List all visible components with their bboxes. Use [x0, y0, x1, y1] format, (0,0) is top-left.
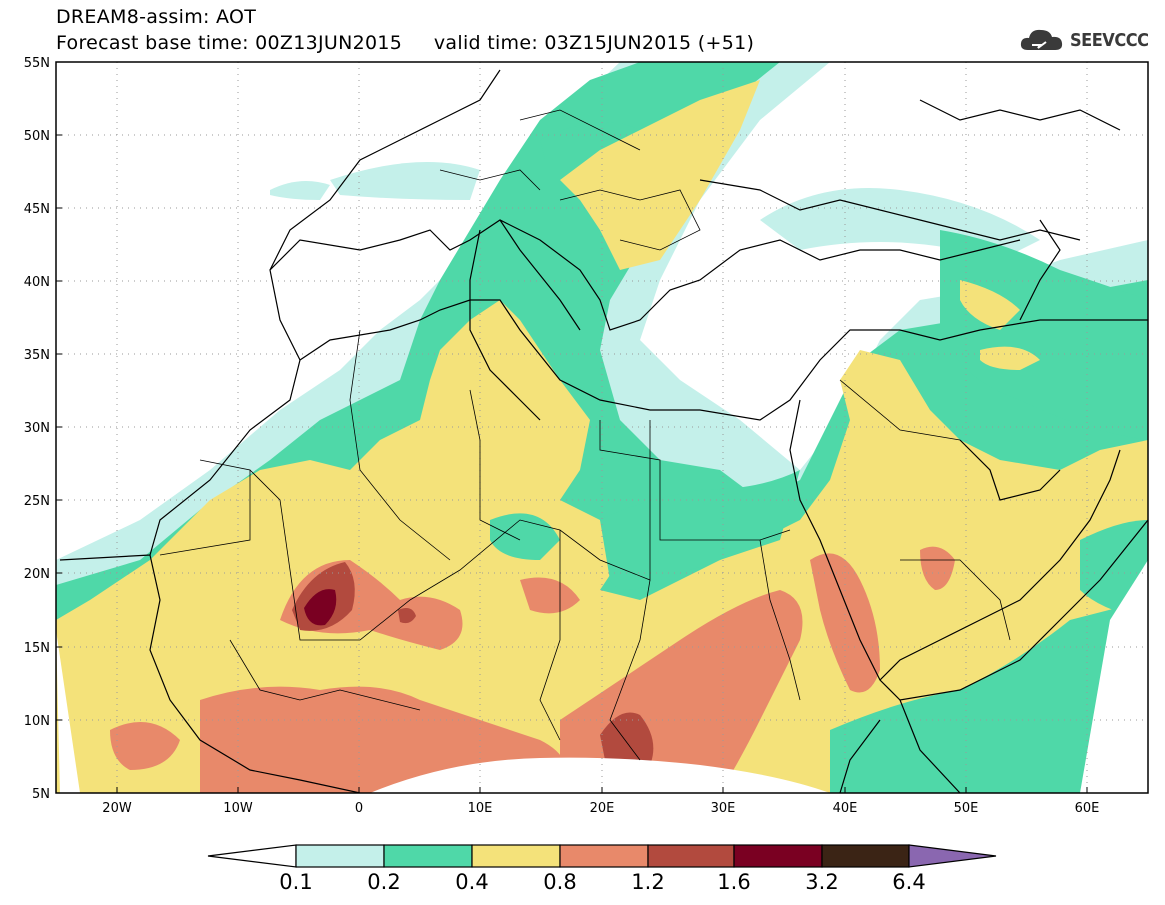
map-title: DREAM8-assim: AOT: [56, 6, 257, 28]
colorbar-label: 0.1: [279, 870, 313, 894]
lon-label: 60E: [1075, 801, 1100, 816]
lat-label: 55N: [24, 56, 50, 71]
lon-label: 10W: [223, 801, 253, 816]
lat-label: 5N: [32, 787, 50, 802]
lat-label: 50N: [24, 129, 50, 144]
lon-label: 50E: [954, 801, 979, 816]
lat-label: 15N: [24, 641, 50, 656]
lat-label: 30N: [24, 421, 50, 436]
colorbar-label: 1.6: [717, 870, 751, 894]
aot-band-1.6: [304, 589, 337, 626]
aot-field: [56, 62, 1148, 793]
colorbar-swatch: [295, 844, 385, 868]
lon-label: 40E: [833, 801, 858, 816]
forecast-times: Forecast base time: 00Z13JUN2015 valid t…: [56, 32, 755, 54]
coastlines: [59, 69, 1148, 793]
colorbar-label: 6.4: [892, 870, 926, 894]
lon-label: 30E: [711, 801, 736, 816]
latitude-labels: 5N 10N 15N 20N 25N 30N 35N 40N 45N 50N 5…: [24, 56, 50, 802]
cloud-logo-icon: [1020, 29, 1063, 50]
lat-label: 25N: [24, 494, 50, 509]
colorbar-swatch: [471, 844, 561, 868]
lon-label: 20E: [590, 801, 615, 816]
country-borders: [159, 109, 1011, 761]
colorbar-over-arrow: [908, 844, 997, 868]
lon-label: 10E: [468, 801, 493, 816]
colorbar-swatch: [559, 844, 649, 868]
colorbar-label: 1.2: [631, 870, 665, 894]
colorbar-label: 0.2: [367, 870, 401, 894]
lon-label: 0: [355, 801, 363, 816]
colorbar-swatch: [383, 844, 473, 868]
lat-label: 10N: [24, 714, 50, 729]
lat-label: 40N: [24, 275, 50, 290]
brand-logo: SEEVCCC: [1018, 26, 1149, 54]
lat-label: 35N: [24, 348, 50, 363]
brand-name: SEEVCCC: [1070, 29, 1149, 51]
lon-label: 20W: [102, 801, 132, 816]
colorbar-label: 0.8: [543, 870, 577, 894]
colorbar-label: 0.4: [455, 870, 489, 894]
colorbar-under-arrow: [207, 844, 297, 868]
colorbar-swatch: [647, 844, 735, 868]
lat-label: 20N: [24, 567, 50, 582]
colorbar: [207, 844, 997, 868]
colorbar-label: 3.2: [805, 870, 839, 894]
graticule: [56, 62, 1148, 793]
tick-marks: [56, 61, 1088, 794]
longitude-labels: 20W 10W 0 10E 20E 30E 40E 50E 60E: [102, 801, 1099, 816]
colorbar-swatch: [821, 844, 910, 868]
colorbar-swatch: [733, 844, 823, 868]
lat-label: 45N: [24, 202, 50, 217]
